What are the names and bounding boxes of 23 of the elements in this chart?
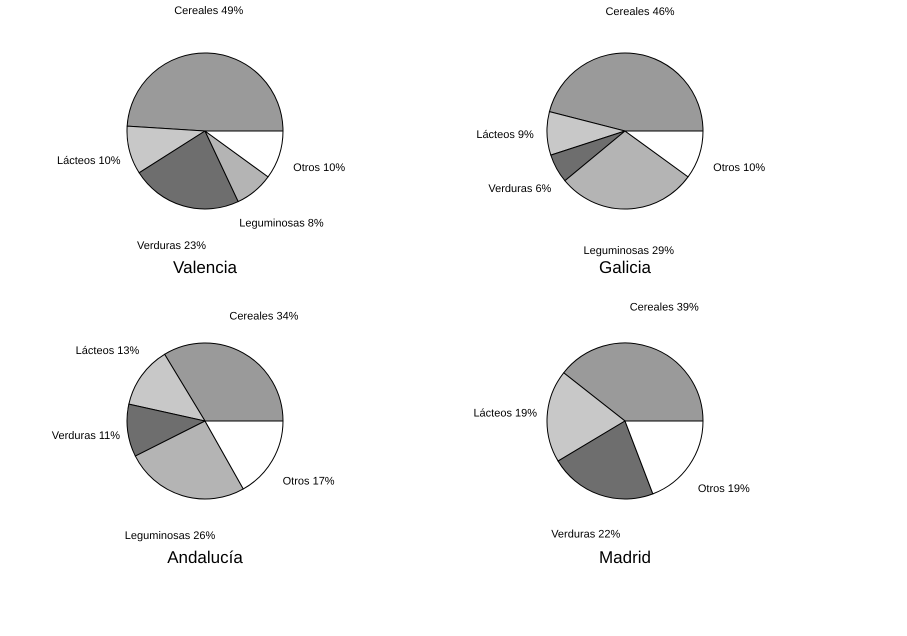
slice-label: Cereales 34% <box>229 310 299 322</box>
text: Andalucía <box>167 548 244 567</box>
slice-label: Verduras 22% <box>551 528 621 540</box>
slice-label: Leguminosas 8% <box>239 217 324 230</box>
slice-label: Cereales 39% <box>630 302 700 314</box>
text: Madrid <box>599 548 651 567</box>
slice-label: Lácteos 19% <box>473 407 538 420</box>
slice-label: Verduras 6% <box>488 182 552 195</box>
slice-label: Leguminosas 29% <box>584 244 674 257</box>
slice-label: Leguminosas 26% <box>124 530 216 542</box>
slice-label: Verduras 11% <box>52 430 120 442</box>
slice-label: Otros 19% <box>698 483 750 496</box>
slice-label: Cereales 46% <box>605 6 675 18</box>
slice-label: Lácteos 10% <box>56 154 121 167</box>
text: Valencia <box>173 258 238 277</box>
slice-label: Lácteos 9% <box>476 128 534 141</box>
slice-label: Otros 10% <box>713 162 766 174</box>
slice-label: Otros 17% <box>282 476 335 488</box>
text: Galicia <box>599 258 652 277</box>
slice-label: Otros 10% <box>293 162 346 174</box>
slice-label: Lácteos 13% <box>76 345 140 358</box>
slice-label: Verduras 23% <box>136 240 206 252</box>
slice-label: Cereales 49% <box>174 5 244 18</box>
